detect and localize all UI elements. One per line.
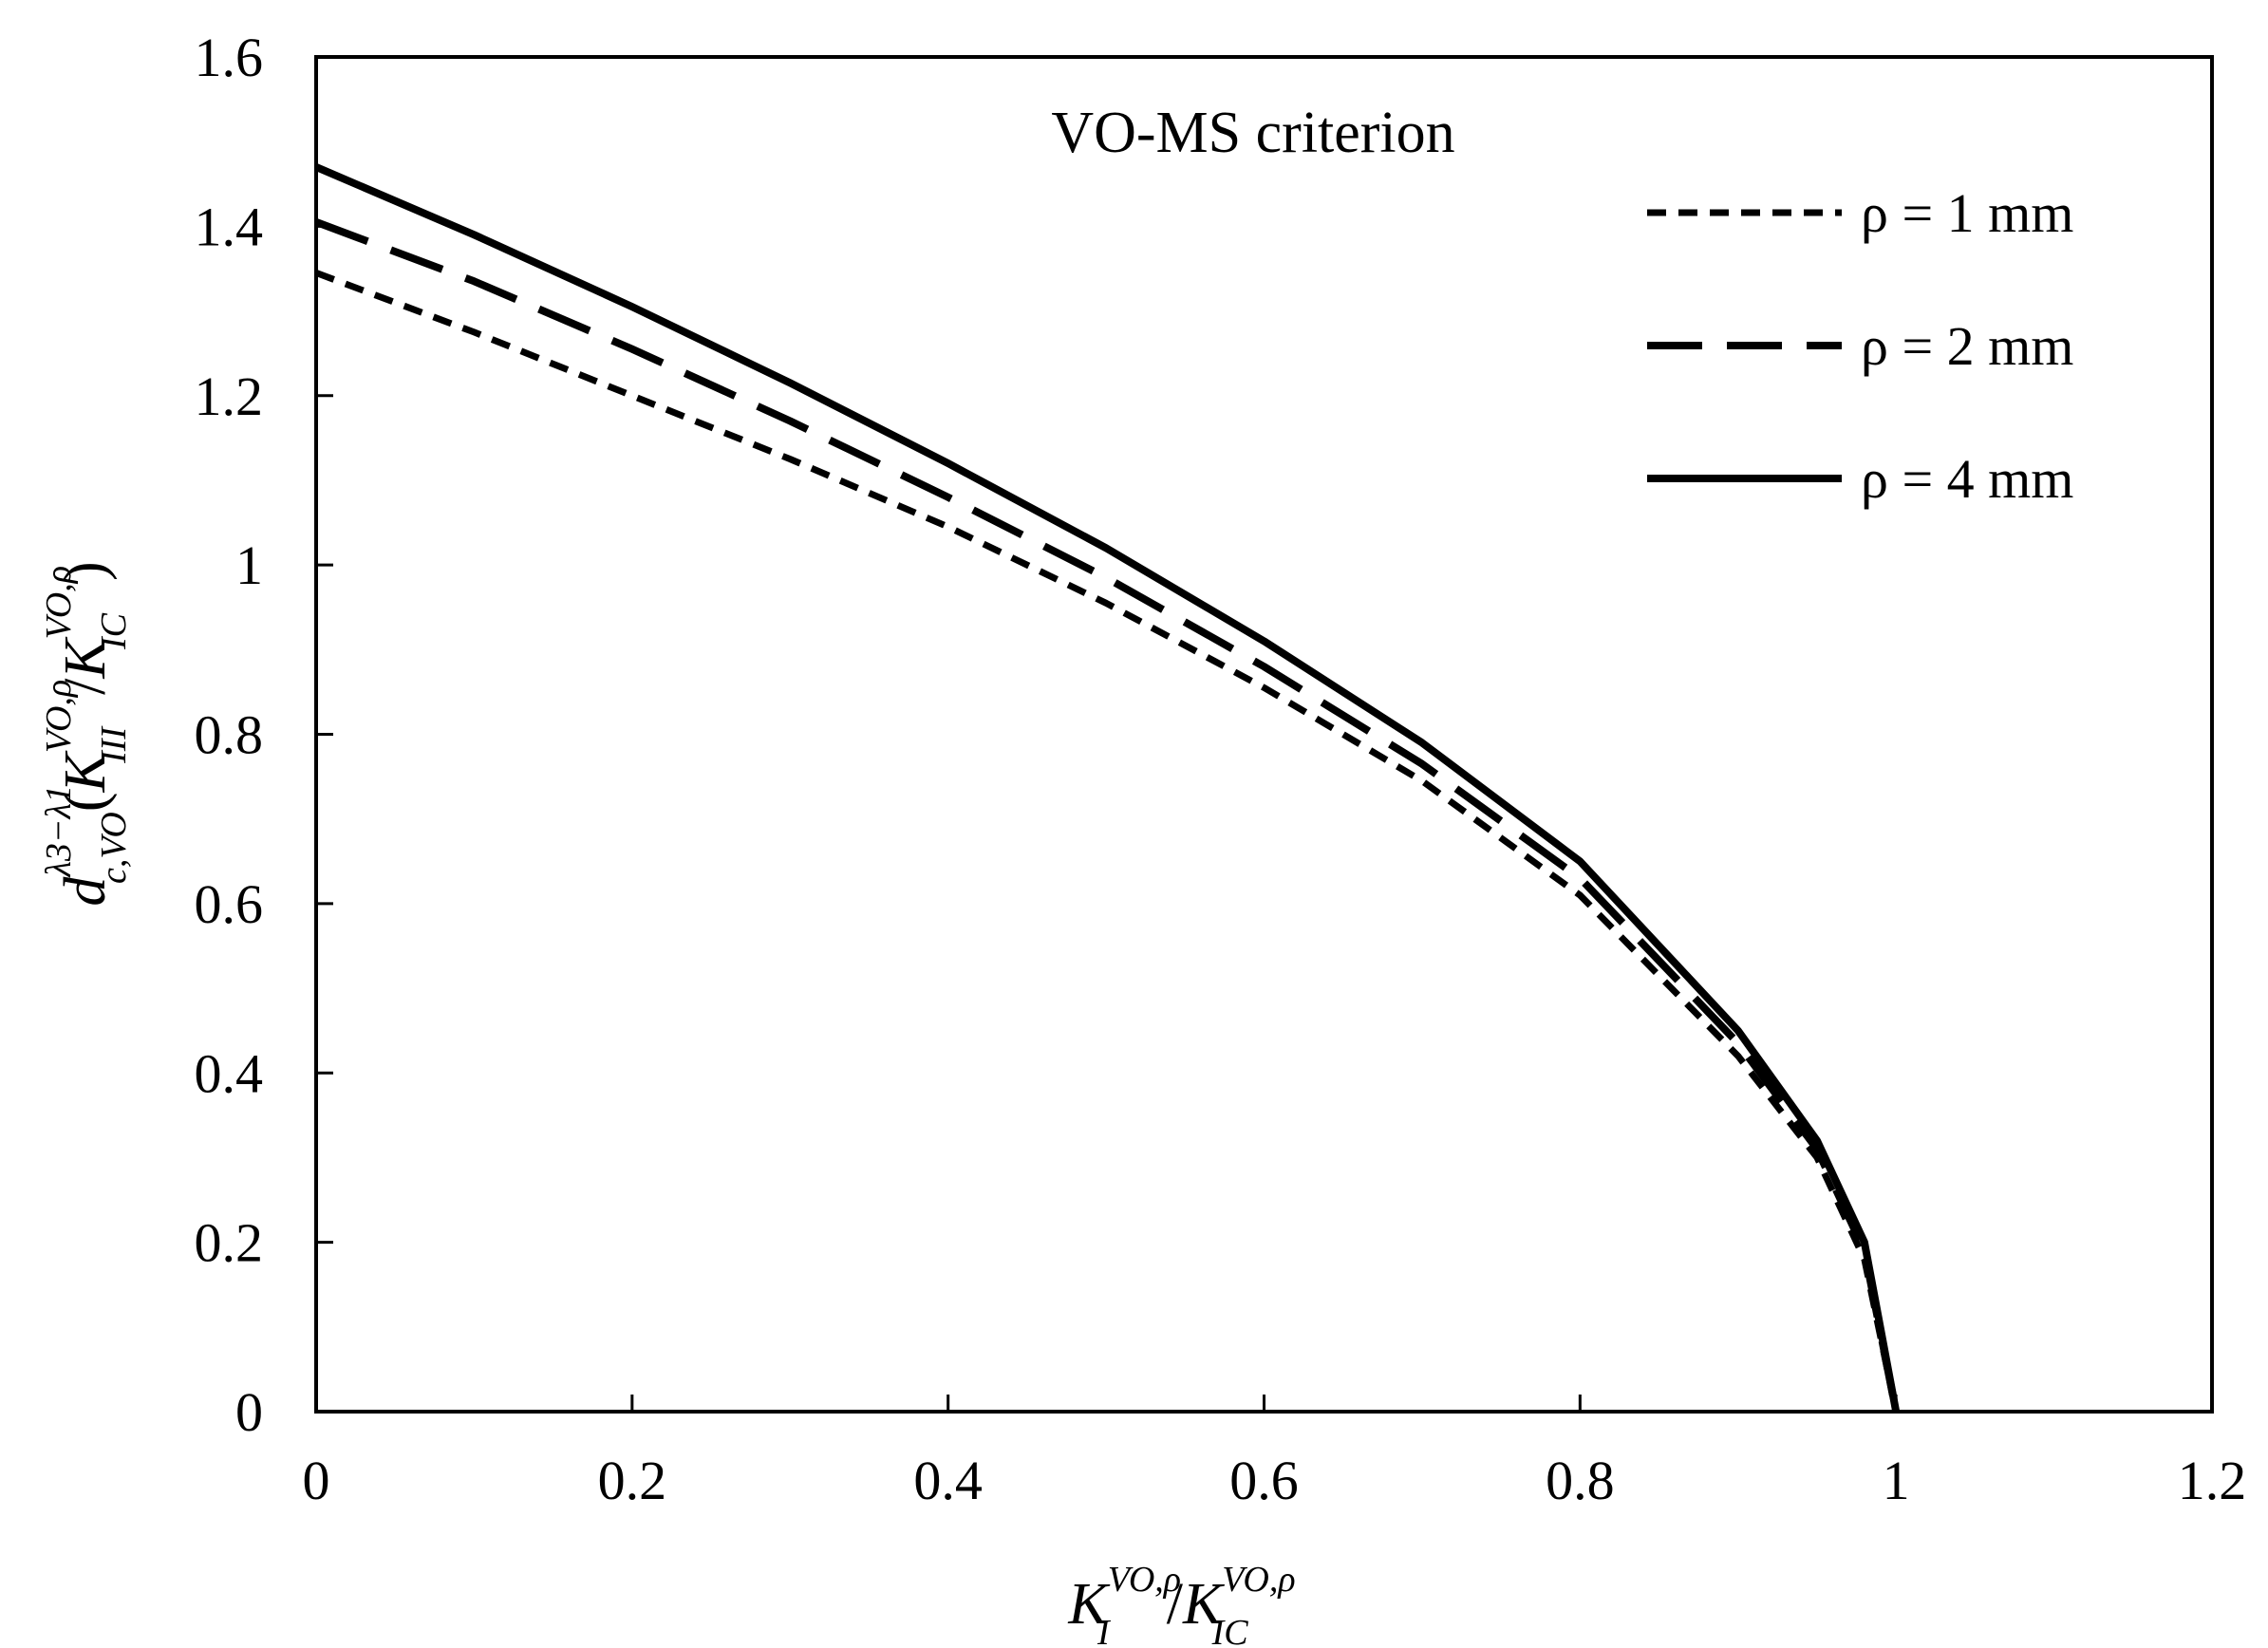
x-tick-label: 1.2: [2178, 1450, 2247, 1511]
x-tick-label: 0.2: [598, 1450, 667, 1511]
series-line-2: [314, 218, 1901, 1413]
y-tick-label: 1.6: [195, 27, 264, 88]
legend: ρ = 1 mm ρ = 2 mm ρ = 4 mm: [1647, 182, 2073, 510]
series-line-1: [314, 270, 1900, 1413]
tick-labels: 0 0.2 0.4 0.6 0.8 1 1.2 0 0.2 0.4 0.6 0.8 1 1.2 1.4 1.6: [195, 27, 2247, 1511]
legend-label-3: ρ = 4 mm: [1861, 448, 2073, 510]
y-tick-label: 1: [235, 534, 263, 596]
y-tick-label: 0.6: [195, 873, 264, 935]
x-tick-label: 0.6: [1229, 1450, 1299, 1511]
legend-label-1: ρ = 1 mm: [1861, 182, 2073, 244]
tick-marks: [314, 55, 2214, 1414]
series-line-3: [314, 163, 1901, 1413]
series-lines: [314, 163, 1901, 1413]
y-axis-label: dλ3−λ1 c,VO(KVO,ρ III/KVO,ρ IC): [39, 561, 134, 906]
y-tick-label: 0: [235, 1381, 263, 1443]
y-tick-label: 0.2: [195, 1212, 264, 1274]
x-tick-label: 1: [1883, 1450, 1910, 1511]
x-tick-label: 0.4: [913, 1450, 983, 1511]
y-tick-label: 0.4: [195, 1042, 264, 1104]
legend-label-2: ρ = 2 mm: [1861, 315, 2073, 377]
x-tick-label: 0.8: [1546, 1450, 1615, 1511]
x-tick-label: 0: [303, 1450, 330, 1511]
y-tick-label: 0.8: [195, 704, 264, 766]
chart-title: VO-MS criterion: [1051, 101, 1454, 165]
y-tick-label: 1.4: [195, 196, 264, 257]
x-axis-label: KVO,ρ I/KVO,ρ IC: [1067, 1560, 1295, 1648]
y-tick-label: 1.2: [195, 365, 264, 427]
plot-frame: [314, 55, 2214, 1414]
